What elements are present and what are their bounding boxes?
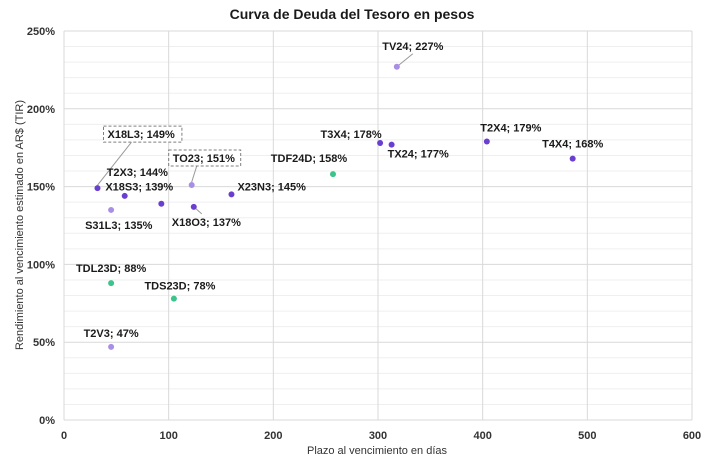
data-label: X18O3; 137% [172, 217, 241, 229]
data-point [188, 182, 195, 189]
data-label: TO23; 151% [173, 153, 235, 165]
data-point [121, 192, 128, 199]
y-tick-label: 50% [33, 337, 55, 349]
chart-title: Curva de Deuda del Tesoro en pesos [230, 6, 475, 22]
x-tick-label: 600 [683, 430, 701, 442]
x-tick-label: 100 [159, 430, 177, 442]
x-tick-label: 400 [473, 430, 491, 442]
data-point [158, 200, 165, 207]
data-label: T2X3; 144% [107, 167, 168, 179]
data-point [377, 140, 384, 147]
x-tick-label: 500 [578, 430, 596, 442]
data-label: X23N3; 145% [237, 181, 306, 193]
y-tick-label: 150% [27, 182, 55, 194]
y-axis-ticks: 0% 50% 100% 150% 200% 250% [27, 26, 55, 427]
data-label: TDS23D; 78% [144, 281, 215, 293]
y-tick-label: 200% [27, 104, 55, 116]
data-point [108, 280, 115, 287]
data-label: X18S3; 139% [105, 182, 173, 194]
data-point [94, 185, 101, 192]
data-point [108, 206, 115, 213]
x-axis-label: Plazo al vencimiento en días [307, 445, 448, 457]
leader-line [396, 53, 414, 68]
data-label: TDL23D; 88% [76, 263, 147, 275]
point-labels: X18L3; 149% T2X3; 144% S31L3; 135% X18S3; 1… [76, 41, 604, 340]
x-tick-label: 200 [264, 430, 282, 442]
data-point [170, 295, 177, 302]
data-point [393, 63, 400, 70]
data-label: TX24; 177% [388, 149, 449, 161]
leader-line [191, 165, 198, 183]
data-label: T3X4; 178% [321, 129, 382, 141]
y-tick-label: 250% [27, 26, 55, 38]
data-points [94, 63, 576, 350]
data-label: S31L3; 135% [85, 220, 152, 232]
data-label: T4X4; 168% [542, 139, 603, 151]
label-leader-lines [97, 53, 414, 215]
data-point [483, 138, 490, 145]
data-label: X18L3; 149% [107, 129, 174, 141]
data-label: TV24; 227% [382, 41, 443, 53]
y-axis-label: Rendimiento al vencimiento estimado en A… [14, 100, 26, 350]
data-point [388, 141, 395, 148]
y-tick-label: 100% [27, 259, 55, 271]
data-label: T2X4; 179% [480, 122, 541, 134]
data-point [569, 155, 576, 162]
data-point [228, 191, 235, 198]
data-point [108, 343, 115, 350]
data-point [329, 171, 336, 178]
data-label: TDF24D; 158% [271, 153, 348, 165]
label-box [102, 125, 183, 143]
x-axis-ticks: 0 100 200 300 400 500 600 [61, 430, 701, 442]
x-tick-label: 300 [369, 430, 387, 442]
y-tick-label: 0% [39, 415, 55, 427]
data-label: T2V3; 47% [84, 328, 139, 340]
leader-line [97, 141, 132, 186]
gridlines [63, 30, 693, 421]
x-tick-label: 0 [61, 430, 67, 442]
data-point [190, 203, 197, 210]
label-box [168, 149, 242, 167]
